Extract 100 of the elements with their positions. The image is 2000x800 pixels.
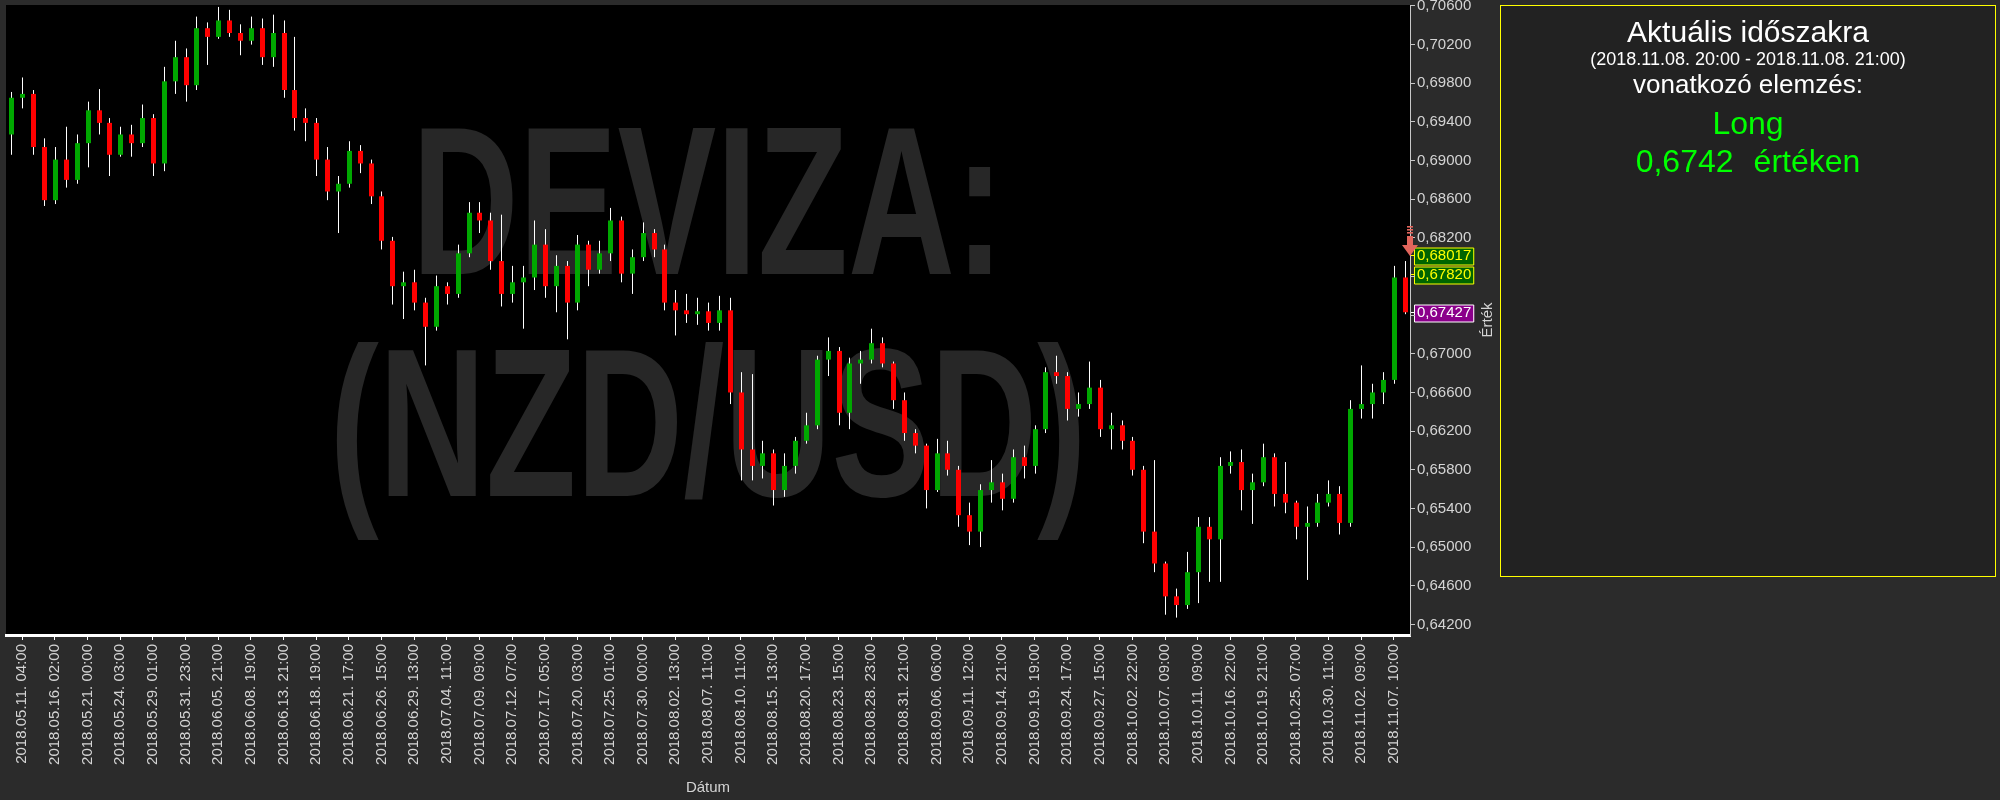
candlestick: [1359, 364, 1364, 420]
y-tick-label: 0,68200: [1417, 228, 1472, 246]
candlestick: [1174, 588, 1179, 619]
text: Aktuális időszakra: [1627, 15, 1869, 48]
text: Long: [1712, 105, 1784, 141]
candlestick: [118, 126, 123, 158]
y-tick-label: 0,67000: [1417, 343, 1472, 361]
candlestick: [238, 23, 243, 56]
y-tick-label: 0,68600: [1417, 189, 1472, 207]
candlestick: [1207, 516, 1212, 583]
y-tick-label: 0,65800: [1417, 459, 1472, 477]
text: 0,6742 értéken: [1635, 143, 1861, 179]
candlestick: [205, 21, 210, 66]
x-tick-label: 2018.09.11. 12:00: [959, 644, 977, 764]
candlestick: [1250, 473, 1255, 525]
text: (2018.11.08. 20:00 - 2018.11.08. 21:00): [1590, 49, 1906, 69]
x-tick-label: 2018.09.27. 15:00: [1089, 644, 1107, 765]
x-tick-label: 2018.05.11. 04:00: [12, 644, 30, 764]
y-tick-label: 0,67427: [1417, 302, 1472, 320]
x-tick-label: 2018.06.08. 19:00: [241, 644, 259, 765]
x-tick-label: 2018.08.15. 13:00: [763, 644, 781, 765]
x-tick-label: 2018.10.02. 22:00: [1122, 644, 1140, 765]
x-tick-label: 2018.06.18. 19:00: [306, 644, 324, 765]
candlestick: [412, 269, 417, 311]
candlestick: [20, 76, 25, 109]
x-tick-label: 2018.10.30. 11:00: [1318, 644, 1336, 764]
x-tick-label: 2018.10.16. 22:00: [1220, 644, 1238, 765]
x-tick-label: 2018.05.16. 02:00: [45, 644, 63, 765]
x-tick-label: 2018.09.06. 06:00: [926, 644, 944, 765]
y-tick-label: 0,69000: [1417, 150, 1472, 168]
candlestick: [652, 228, 657, 258]
x-tick-label: 2018.08.02. 13:00: [665, 644, 683, 765]
x-tick-label: 2018.05.21. 00:00: [77, 644, 95, 765]
y-tick-label: 0,69800: [1417, 73, 1472, 91]
candlestick: [97, 88, 102, 135]
candlestick: [1120, 419, 1125, 450]
x-tick-label: 2018.06.26. 15:00: [371, 644, 389, 765]
x-tick-label: 2018.07.30. 00:00: [632, 644, 650, 765]
x-tick-label: 2018.07.20. 03:00: [567, 644, 585, 765]
x-tick-label: 2018.08.20. 17:00: [796, 644, 814, 765]
x-tick-label: 2018.05.29. 01:00: [143, 644, 161, 765]
candlestick: [249, 16, 254, 46]
y-tick-label: 0,69400: [1417, 112, 1472, 130]
x-tick-label: 2018.09.19. 19:00: [1024, 644, 1042, 765]
x-tick-label: 2018.07.12. 07:00: [502, 644, 520, 765]
y-tick-label: 0,68017: [1417, 245, 1472, 263]
candlestick: [129, 124, 134, 158]
x-tick-label: 2018.06.13. 21:00: [273, 644, 291, 765]
x-tick-label: 2018.08.23. 15:00: [828, 644, 846, 765]
y-tick-label: 0,65400: [1417, 498, 1472, 516]
x-tick-label: 2018.07.09. 09:00: [469, 644, 487, 765]
candlestick: [1087, 361, 1092, 410]
candlestick: [216, 6, 221, 40]
y-tick-label: 0,65000: [1417, 537, 1472, 555]
candlestick: [1315, 493, 1320, 528]
y-axis-title: Érték: [1478, 302, 1496, 338]
x-tick-label: 2018.07.17. 05:00: [534, 644, 552, 765]
x-tick-label: 2018.07.25. 01:00: [600, 644, 618, 765]
y-tick-label: 0,64200: [1417, 614, 1472, 632]
x-tick-label: 2018.05.31. 23:00: [175, 644, 193, 765]
candlestick: [358, 144, 363, 174]
y-tick-label: 0,66600: [1417, 382, 1472, 400]
y-tick-label: 0,64600: [1417, 575, 1472, 593]
x-tick-label: 2018.08.07. 11:00: [698, 644, 716, 764]
candlestick: [303, 107, 308, 142]
candlestick: [64, 126, 69, 189]
candlestick: [1370, 383, 1375, 420]
x-tick-label: 2018.10.19. 21:00: [1253, 644, 1271, 765]
x-tick-label: 2018.07.04. 11:00: [436, 644, 454, 764]
x-tick-label: 2018.11.07. 10:00: [1383, 644, 1401, 764]
candlestick: [477, 201, 482, 234]
x-tick-label: 2018.05.24. 03:00: [110, 644, 128, 765]
candlestick: [1326, 479, 1331, 507]
candlestick: [336, 175, 341, 234]
x-tick-label: 2018.10.25. 07:00: [1285, 644, 1303, 765]
candlestick: [1228, 450, 1233, 475]
candlestick: [1109, 412, 1114, 450]
x-tick-label: 2018.09.24. 17:00: [1057, 644, 1075, 765]
x-tick-label: 2018.10.07. 09:00: [1155, 644, 1173, 765]
candlestick: [1283, 461, 1288, 514]
candlestick: [227, 9, 232, 38]
y-tick-label: 0,70200: [1417, 34, 1472, 52]
y-tick-label: 0,67820: [1417, 264, 1472, 282]
x-axis-title: Dátum: [685, 778, 731, 796]
candlestick: [1381, 371, 1386, 405]
x-tick-label: 2018.08.10. 11:00: [730, 644, 748, 764]
x-tick-label: 2018.11.02. 09:00: [1351, 644, 1369, 764]
x-tick-label: 2018.06.05. 21:00: [208, 644, 226, 765]
x-tick-label: 2018.09.14. 21:00: [992, 644, 1009, 765]
y-tick-label: 0,70600: [1417, 0, 1472, 14]
x-tick-label: 2018.06.21. 17:00: [338, 644, 356, 765]
candlestick: [1305, 505, 1310, 581]
candlestick: [445, 281, 450, 306]
x-tick-label: 2018.08.31. 21:00: [894, 644, 912, 765]
x-tick-label: 2018.06.29. 13:00: [404, 644, 422, 765]
text: vonatkozó elemzés:: [1633, 69, 1863, 99]
candlestick: [597, 240, 602, 275]
y-tick-label: 0,66200: [1417, 421, 1472, 439]
x-tick-label: 2018.10.11. 09:00: [1187, 644, 1205, 764]
x-tick-label: 2018.08.28. 23:00: [861, 644, 879, 765]
